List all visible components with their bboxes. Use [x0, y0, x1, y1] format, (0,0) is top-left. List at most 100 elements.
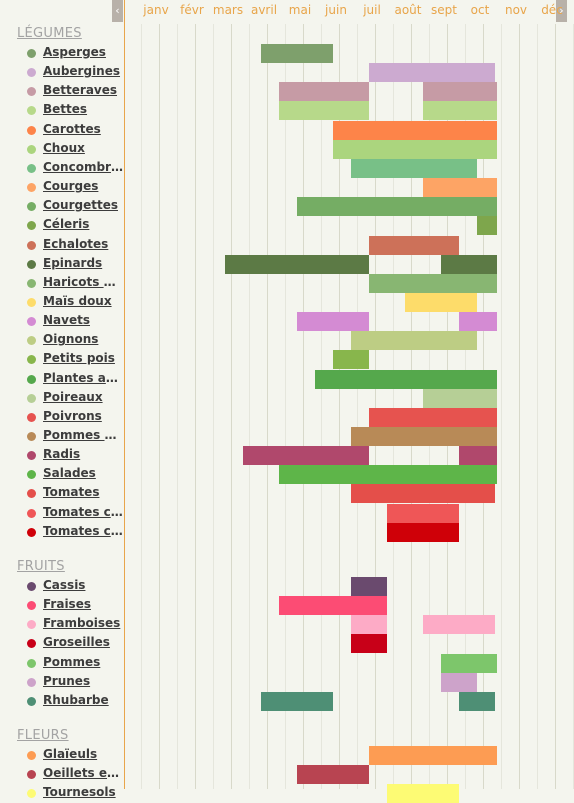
plant-link[interactable]: Concombres [43, 159, 123, 174]
plant-row[interactable]: Tournesols [27, 784, 124, 803]
plant-link[interactable]: Pommes [43, 654, 101, 669]
plant-link[interactable]: Betteraves [43, 83, 118, 98]
plant-row[interactable]: Petits pois [27, 350, 124, 369]
plant-link[interactable]: Tomates cerises [43, 504, 123, 519]
plant-row[interactable]: Fraises [27, 596, 124, 615]
plant-link[interactable]: Rhubarbe [43, 692, 109, 707]
plant-link[interactable]: Céleris [43, 217, 90, 232]
plant-link[interactable]: Poivrons [43, 408, 102, 423]
plant-link[interactable]: Navets [43, 313, 90, 328]
plant-row[interactable]: Oignons [27, 331, 124, 350]
plant-row[interactable]: Navets [27, 312, 124, 331]
grid-line [375, 24, 376, 789]
month-label: janv [143, 3, 169, 17]
season-bar [441, 254, 497, 274]
plant-row[interactable]: Concombres [27, 159, 124, 178]
plant-link[interactable]: Salades [43, 466, 96, 481]
color-dot [27, 87, 36, 97]
season-bar [441, 672, 477, 692]
color-dot [27, 355, 36, 365]
color-dot [27, 163, 36, 173]
plant-row[interactable]: Betteraves [27, 82, 124, 101]
plant-link[interactable]: Oeillets et roses [43, 766, 123, 781]
plant-row[interactable]: Glaïeuls [27, 746, 124, 765]
grid-line [159, 24, 160, 789]
plant-row[interactable]: Courgettes [27, 197, 124, 216]
plant-row[interactable]: Céleris [27, 216, 124, 235]
plant-link[interactable]: Groseilles [43, 635, 110, 650]
grid-line [393, 24, 394, 789]
plant-row[interactable]: Pommes [27, 654, 124, 673]
plant-link[interactable]: Courges [43, 179, 99, 194]
plant-link[interactable]: Framboises [43, 616, 121, 631]
plant-link[interactable]: Petits pois [43, 351, 115, 366]
plant-row[interactable]: Tomates [27, 484, 124, 503]
plant-row[interactable]: Asperges [27, 44, 124, 63]
scroll-left-button[interactable]: ‹ [112, 0, 123, 22]
plant-link[interactable]: Poireaux [43, 389, 103, 404]
plant-row[interactable]: Salades [27, 465, 124, 484]
plant-row[interactable]: Echalotes [27, 236, 124, 255]
plant-link[interactable]: Bettes [43, 102, 88, 117]
season-bar [333, 139, 497, 159]
plant-link[interactable]: Radis [43, 447, 81, 462]
color-dot [27, 770, 36, 780]
grid-line [555, 24, 556, 789]
plant-link[interactable]: Aubergines [43, 64, 121, 79]
plant-row[interactable]: Tomates cœur de bœuf [27, 523, 124, 542]
color-dot [27, 620, 36, 630]
plant-link[interactable]: Tournesols [43, 785, 116, 800]
season-bar [351, 615, 387, 635]
plant-link[interactable]: Carottes [43, 121, 101, 136]
plant-row[interactable]: Poivrons [27, 408, 124, 427]
plant-link[interactable]: Choux [43, 140, 85, 155]
season-bar [459, 446, 497, 466]
season-bar [477, 216, 497, 236]
plant-row[interactable]: Carottes [27, 121, 124, 140]
plant-row[interactable]: Radis [27, 446, 124, 465]
color-dot [27, 202, 36, 212]
grid-line [195, 24, 196, 789]
plant-link[interactable]: Haricots verts [43, 274, 123, 289]
color-dot [27, 336, 36, 346]
plant-row[interactable]: Framboises [27, 615, 124, 634]
plant-link[interactable]: Plantes aromatiques [43, 370, 123, 385]
plant-row[interactable]: Pommes de terre [27, 427, 124, 446]
plant-link[interactable]: Cassis [43, 577, 86, 592]
plant-link[interactable]: Pommes de terre [43, 428, 123, 442]
plant-row[interactable]: Plantes aromatiques [27, 370, 124, 389]
plant-link[interactable]: Epinards [43, 255, 103, 270]
plant-link[interactable]: Asperges [43, 45, 106, 59]
plant-link[interactable]: Maïs doux [43, 293, 112, 308]
plant-link[interactable]: Glaïeuls [43, 746, 98, 761]
plant-link[interactable]: Prunes [43, 673, 91, 688]
plant-row[interactable]: Haricots verts [27, 274, 124, 293]
plant-link[interactable]: Fraises [43, 597, 91, 612]
plant-row[interactable]: Poireaux [27, 389, 124, 408]
plant-row[interactable]: Maïs doux [27, 293, 124, 312]
plant-row[interactable]: Choux [27, 140, 124, 159]
season-bar [351, 576, 387, 596]
plant-link[interactable]: Tomates [43, 485, 100, 500]
grid-line [339, 24, 340, 789]
plant-row[interactable]: Rhubarbe [27, 692, 124, 711]
plant-link[interactable]: Echalotes [43, 236, 109, 251]
color-dot [27, 317, 36, 327]
plant-row[interactable]: Groseilles [27, 634, 124, 653]
plant-row[interactable]: Courges [27, 178, 124, 197]
scroll-right-button[interactable]: › [556, 0, 567, 22]
plant-row[interactable]: Tomates cerises [27, 504, 124, 523]
plant-row[interactable]: Prunes [27, 673, 124, 692]
plant-link[interactable]: Courgettes [43, 198, 118, 213]
plant-row[interactable]: Epinards [27, 255, 124, 274]
month-label: avril [250, 3, 278, 17]
plant-link[interactable]: Oignons [43, 332, 99, 347]
plant-row[interactable]: Aubergines [27, 63, 124, 82]
plant-row[interactable]: Cassis [27, 577, 124, 596]
plant-row[interactable]: Oeillets et roses [27, 765, 124, 784]
color-dot [27, 106, 36, 116]
plant-row[interactable]: Bettes [27, 101, 124, 120]
season-bar [441, 653, 497, 673]
season-bar [459, 691, 495, 711]
plant-link[interactable]: Tomates cœur de bœuf [43, 523, 123, 538]
